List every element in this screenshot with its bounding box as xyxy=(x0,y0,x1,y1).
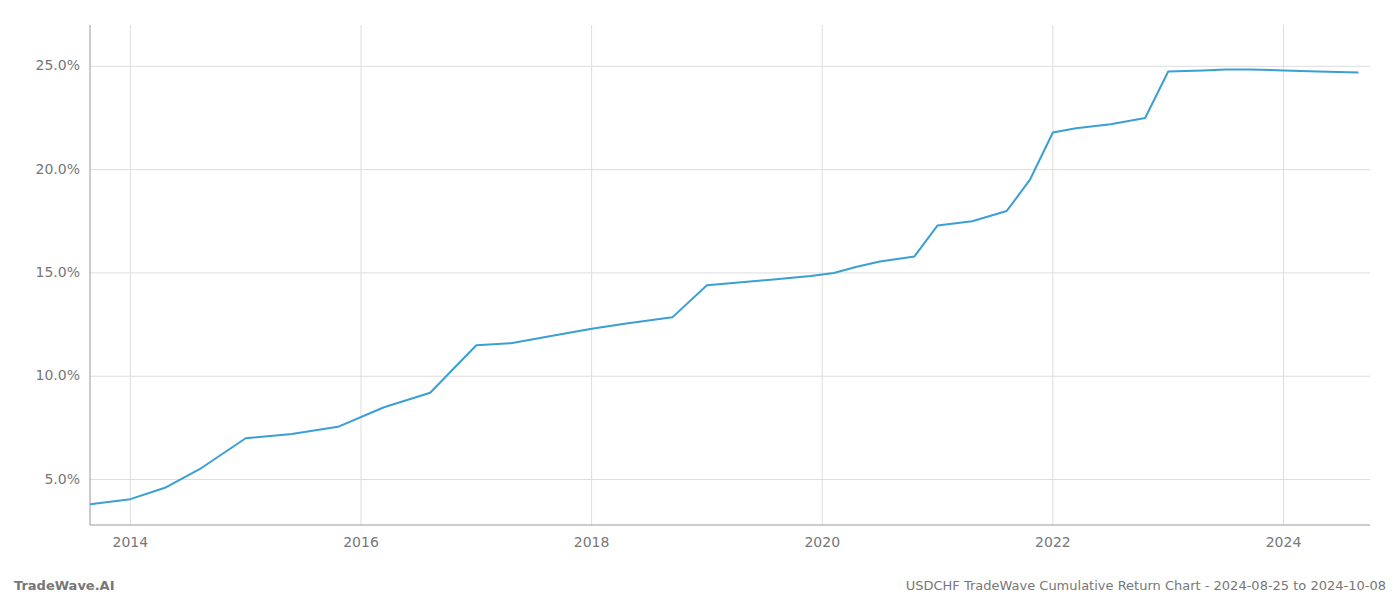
y-tick-label: 15.0% xyxy=(36,264,80,280)
y-grid-line xyxy=(90,272,1370,273)
x-tick-label: 2014 xyxy=(113,534,149,550)
footnote-left: TradeWave.AI xyxy=(14,578,115,593)
y-tick-label: 5.0% xyxy=(44,471,80,487)
x-grid-line xyxy=(1283,25,1284,525)
y-tick-label: 25.0% xyxy=(36,57,80,73)
x-tick-label: 2022 xyxy=(1035,534,1071,550)
x-tick-label: 2016 xyxy=(343,534,379,550)
x-grid-line xyxy=(360,25,361,525)
plot-area xyxy=(90,69,1358,504)
chart: 5.0% 10.0% 15.0% 20.0% 25.0% 2014 2016 2018 2020… xyxy=(0,0,1400,600)
x-tick-label: 2024 xyxy=(1266,534,1302,550)
y-axis-line xyxy=(90,25,91,525)
y-tick-label: 20.0% xyxy=(36,161,80,177)
x-grid-line xyxy=(591,25,592,525)
x-tick-label: 2020 xyxy=(804,534,840,550)
y-grid-line xyxy=(90,66,1370,67)
line-series xyxy=(90,69,1358,504)
y-grid-line xyxy=(90,169,1370,170)
x-tick-label: 2018 xyxy=(574,534,610,550)
y-grid-line xyxy=(90,376,1370,377)
y-grid-line xyxy=(90,479,1370,480)
x-grid-line xyxy=(1052,25,1053,525)
tick-labels: 5.0% 10.0% 15.0% 20.0% 25.0% 2014 2016 2018 2020… xyxy=(36,57,1302,550)
x-axis-line xyxy=(90,525,1370,526)
y-tick-label: 10.0% xyxy=(36,367,80,383)
footnote-right: USDCHF TradeWave Cumulative Return Chart… xyxy=(906,578,1386,593)
x-grid-line xyxy=(130,25,131,525)
grid xyxy=(90,25,1370,525)
